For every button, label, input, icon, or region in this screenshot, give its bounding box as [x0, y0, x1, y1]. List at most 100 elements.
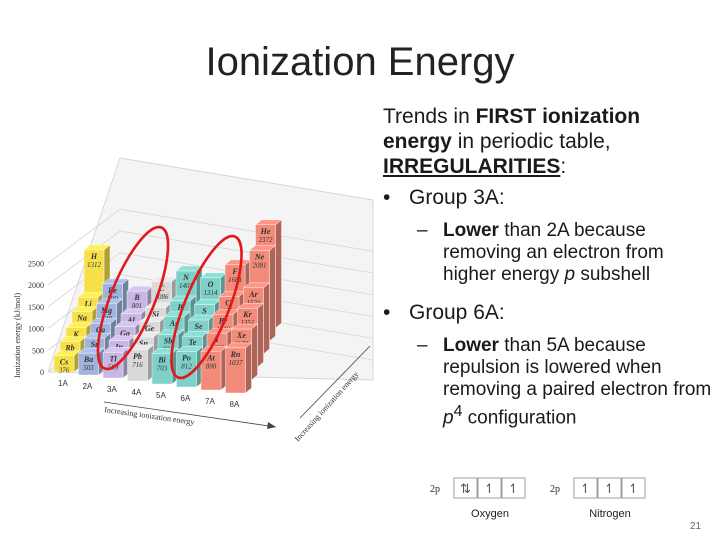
orbital-electron: ↿ [580, 482, 591, 497]
group-label: 1A [58, 379, 68, 388]
group-label: 8A [230, 400, 240, 409]
sub-lead: Lower [443, 335, 499, 356]
sub-dash: – [417, 220, 428, 241]
bar-symbol: Cl [225, 299, 233, 308]
orbital-box [597, 477, 622, 499]
bar-value: 1351 [241, 319, 255, 327]
intro-emphasis: FIRST ionization energy [383, 105, 641, 153]
intro-part: in periodic table, [451, 130, 611, 153]
group-label: 6A [181, 394, 191, 403]
bar-side [245, 342, 252, 394]
group-label: 7A [205, 397, 215, 406]
bar-symbol: Ba [83, 355, 93, 364]
bar-symbol: Sn [139, 339, 148, 348]
bar-symbol: Pb [133, 352, 142, 361]
intro-irregularities: IRREGULARITIES [383, 155, 561, 178]
bar-symbol: S [202, 307, 207, 316]
bar-value: 1681 [228, 276, 242, 284]
sub-superscript: 4 [453, 403, 463, 420]
sub-italic: p [564, 264, 576, 285]
y-tick-label: 2500 [28, 259, 44, 268]
y-tick-label: 1000 [28, 325, 44, 334]
bar-symbol: Sb [164, 337, 172, 346]
bar-symbol: Cs [60, 358, 68, 367]
sub-italic: p [443, 407, 454, 429]
orbital-sublevel: 2p [550, 484, 560, 495]
orbital-sublevel: 2p [430, 484, 440, 495]
sub-tail: subshell [575, 264, 651, 285]
bar-front [78, 352, 99, 376]
y-axis-label: Ionization energy (kJ/mol) [13, 293, 22, 379]
bar-symbol: Sr [91, 340, 99, 349]
grid-line [119, 208, 374, 252]
bar-symbol: Na [76, 313, 87, 322]
y-tick-label: 1500 [28, 303, 44, 312]
orbital-box [501, 477, 526, 499]
sub-text: Lower than 2A because removing an electr… [443, 220, 713, 286]
orbital-box [573, 477, 598, 499]
bullet-group-6a: • Group 6A: [383, 300, 713, 325]
bar-front [200, 351, 222, 391]
bar-side [263, 282, 270, 355]
bar-value: 376 [58, 367, 70, 375]
bar-symbol: H [90, 252, 98, 261]
bar-front [53, 355, 75, 373]
orbital-electron: ↿ [508, 482, 519, 497]
bar-symbol: Rn [230, 350, 241, 359]
bar-value: 1312 [87, 261, 102, 269]
bar-value: 703 [157, 364, 168, 372]
bar-symbol: Ge [145, 324, 155, 333]
sub-body: than 2A because removing an electron fro… [443, 220, 664, 285]
bar-symbol: Te [189, 338, 197, 347]
orbital-electron: ⇅ [460, 482, 471, 497]
bar-symbol: Ne [254, 252, 265, 261]
bar-value: 716 [132, 361, 143, 369]
intro-part: : [560, 155, 567, 178]
bar-symbol: Po [182, 354, 191, 363]
sub-body: than 5A because repulsion is lowered whe… [443, 335, 712, 400]
page-number: 21 [690, 521, 702, 532]
orbital-element-name: Nitrogen [589, 508, 631, 520]
bar-symbol: Kr [242, 310, 252, 319]
y-tick-label: 0 [40, 368, 44, 377]
bar-value: 2372 [259, 236, 274, 244]
bar-symbol: F [231, 267, 238, 276]
bar-symbol: O [208, 280, 214, 289]
bar-symbol: Ga [120, 329, 130, 338]
orbital-box [477, 477, 502, 499]
sub-bullet-6a: – Lower than 5A because repulsion is low… [417, 335, 713, 429]
group-label: 5A [156, 391, 166, 400]
bullet-dot: • [383, 301, 391, 324]
bar-symbol: Li [83, 299, 92, 308]
orbital-element-name: Oxygen [471, 508, 509, 520]
z-axis-arrow [299, 345, 371, 419]
bullet-group-3a: • Group 3A: [383, 185, 713, 210]
sub-bullet-3a: – Lower than 2A because removing an elec… [417, 220, 713, 286]
sub-text: Lower than 5A because repulsion is lower… [443, 335, 713, 429]
bar-value: 503 [83, 364, 94, 372]
intro-part: Trends in [383, 105, 476, 128]
bar-value: 1402 [179, 282, 194, 290]
bar-symbol: K [72, 330, 79, 339]
bar-symbol: Ar [248, 290, 258, 299]
orbital-box [621, 477, 646, 499]
highlight-oval-3a [96, 225, 170, 371]
bar-value: 1037 [229, 359, 244, 367]
bar-symbol: He [260, 227, 271, 236]
bar-symbol: N [182, 273, 190, 282]
bullet-label: Group 3A: [409, 186, 505, 209]
bar-side [275, 219, 282, 329]
ionization-energy-chart: 0 500 1000 1500 2000 2500 Ionization energy (k… [13, 157, 374, 443]
bar-side [257, 302, 264, 368]
bar-value: 1314 [204, 289, 219, 297]
bar-side [251, 323, 258, 381]
bar-symbol: Rb [64, 343, 74, 352]
bar-symbol: Si [152, 310, 159, 319]
group-label: 2A [83, 382, 93, 391]
bar-value: 890 [206, 362, 217, 370]
grid-line [47, 208, 121, 264]
bar-symbol: Bi [157, 355, 166, 364]
